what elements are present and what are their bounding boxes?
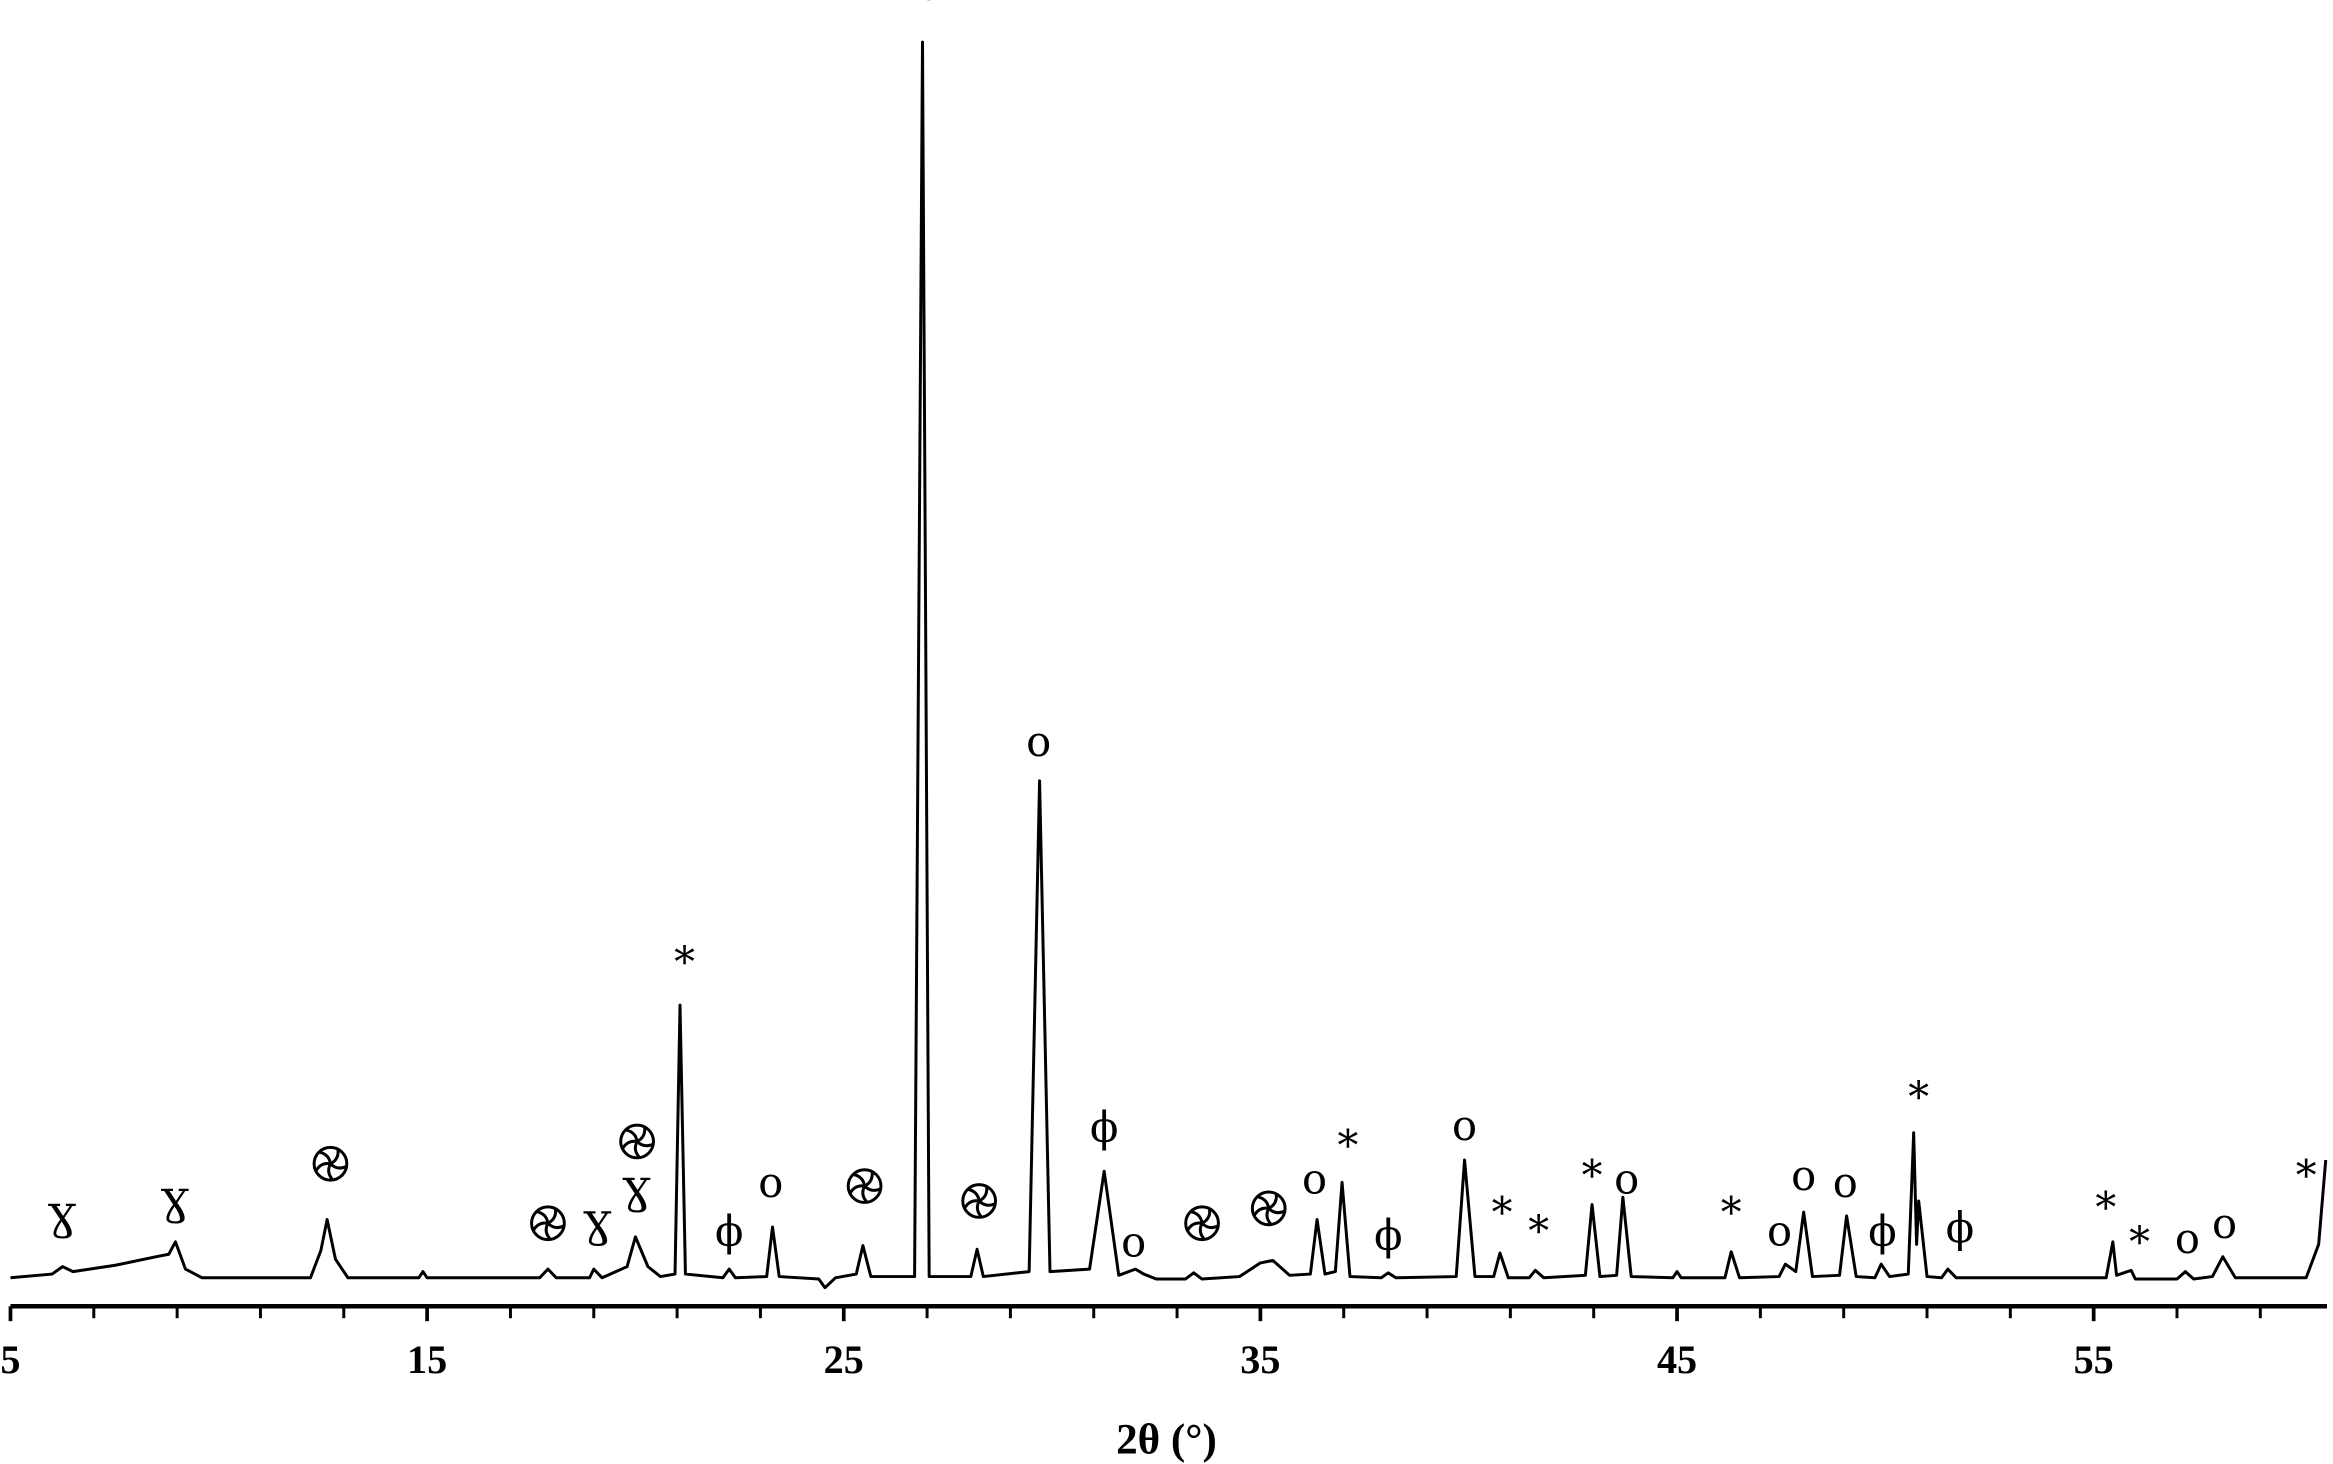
- peak-label: o: [758, 1158, 783, 1207]
- marker-arm: [547, 1208, 558, 1225]
- x-tick-label: 55: [2074, 1337, 2114, 1382]
- peak-label: *: [2095, 1183, 2116, 1232]
- marker-ring: [846, 1168, 883, 1204]
- peak-label: *: [1582, 1151, 1603, 1200]
- marker-arm: [329, 1162, 348, 1170]
- peak-label: o: [1614, 1155, 1639, 1204]
- phase-marker: [619, 1123, 655, 1160]
- phase-marker: [530, 1205, 566, 1242]
- marker-arm: [329, 1148, 340, 1166]
- peak-label: ϕ: [715, 1207, 743, 1256]
- marker-arm: [863, 1170, 874, 1188]
- phase-marker: [312, 1145, 349, 1182]
- peak-label: ϕ: [1374, 1210, 1402, 1259]
- marker-arm: [863, 1184, 882, 1192]
- peak-label: *: [1337, 1121, 1358, 1170]
- marker-arm: [531, 1221, 549, 1232]
- x-tick-label: 35: [1240, 1337, 1280, 1382]
- peak-label: o: [1791, 1151, 1816, 1200]
- peak-label: Ɣ: [48, 1195, 78, 1244]
- phase-marker: [1250, 1190, 1287, 1227]
- marker-arm: [544, 1222, 552, 1241]
- pattern-line: [10, 40, 2328, 1290]
- marker-arm: [1267, 1193, 1278, 1210]
- marker-arm: [1265, 1207, 1273, 1226]
- peak-label: o: [2175, 1214, 2200, 1263]
- peak-label: o: [1302, 1155, 1327, 1204]
- peak-label: o: [2212, 1199, 2237, 1248]
- peak-label: o: [1121, 1218, 1146, 1267]
- peak-label: *: [674, 938, 695, 987]
- marker-arm: [1201, 1222, 1220, 1230]
- x-tick-label: 5: [0, 1337, 20, 1382]
- peak-label: Ɣ: [161, 1181, 191, 1230]
- marker-arm: [852, 1172, 867, 1187]
- peak-label: *: [1721, 1188, 1742, 1237]
- marker-arm: [975, 1200, 984, 1219]
- peak-label: o: [1452, 1101, 1477, 1150]
- marker-ring: [1250, 1190, 1287, 1227]
- phase-marker: [961, 1183, 998, 1219]
- marker-arm: [636, 1126, 647, 1143]
- marker-arm: [1198, 1222, 1206, 1241]
- marker-arm: [546, 1222, 566, 1230]
- marker-arm: [314, 1162, 331, 1173]
- marker-arm: [1185, 1221, 1203, 1232]
- marker-arm: [535, 1210, 550, 1224]
- peak-label: *: [2296, 1151, 2317, 1200]
- marker-arm: [1267, 1207, 1286, 1215]
- marker-arm: [861, 1185, 869, 1204]
- peak-label: ϕ: [1868, 1207, 1896, 1256]
- peak-label: Ɣ: [622, 1169, 652, 1218]
- marker-ring: [619, 1123, 655, 1160]
- marker-arm: [963, 1199, 980, 1210]
- marker-ring: [312, 1145, 349, 1182]
- marker-ring: [530, 1205, 566, 1242]
- peak-label: ϕ: [1090, 1102, 1118, 1151]
- x-tick-label: 15: [407, 1337, 447, 1382]
- marker-arm: [636, 1140, 655, 1148]
- peak-label: *: [1528, 1207, 1549, 1256]
- marker-arm: [318, 1150, 332, 1165]
- marker-arm: [848, 1184, 865, 1195]
- marker-ring: [1184, 1205, 1220, 1242]
- marker-arm: [978, 1199, 997, 1207]
- marker-arm: [1256, 1195, 1271, 1209]
- x-tick-label: 45: [1657, 1337, 1697, 1382]
- marker-ring: [961, 1183, 998, 1219]
- marker-arm: [1201, 1208, 1212, 1225]
- marker-arm: [1189, 1210, 1204, 1224]
- peak-label: *: [1908, 1073, 1929, 1122]
- peak-label: *: [1492, 1188, 1513, 1237]
- x-axis-title: 2θ (°): [1116, 1417, 1217, 1464]
- peak-label: *: [918, 0, 939, 22]
- peak-label: o: [1833, 1158, 1858, 1207]
- peak-label: ϕ: [1946, 1203, 1974, 1252]
- marker-arm: [978, 1185, 989, 1203]
- peak-label: *: [2129, 1218, 2150, 1267]
- phase-marker: [846, 1168, 883, 1204]
- x-tick-label: 25: [824, 1337, 864, 1382]
- marker-arm: [966, 1187, 981, 1202]
- phase-marker: [1184, 1205, 1220, 1242]
- marker-arm: [621, 1139, 638, 1150]
- peak-label: o: [1026, 717, 1051, 766]
- marker-arm: [624, 1128, 639, 1142]
- marker-arm: [633, 1140, 641, 1159]
- marker-arm: [1252, 1206, 1269, 1217]
- marker-arm: [327, 1163, 335, 1182]
- peak-label: Ɣ: [583, 1203, 613, 1252]
- peak-label: o: [1767, 1207, 1792, 1256]
